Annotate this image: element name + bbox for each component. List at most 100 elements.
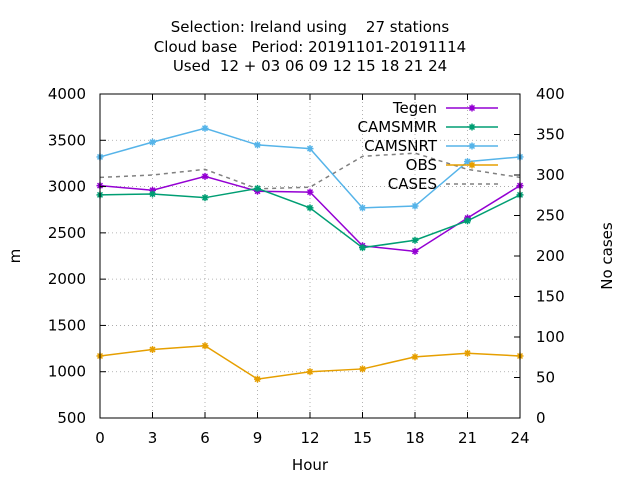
marker-dot bbox=[307, 146, 313, 151]
data-point-tegen bbox=[201, 172, 209, 180]
marker-dot bbox=[465, 351, 470, 356]
data-point-camsnrt bbox=[254, 141, 261, 149]
cases-series-layer bbox=[99, 152, 521, 190]
legend-marker-camsmmr bbox=[468, 123, 476, 131]
legend-marker-obs bbox=[468, 161, 476, 169]
data-point-camsmmr bbox=[201, 194, 209, 202]
data-point-camsnrt bbox=[306, 145, 314, 153]
legend-label-tegen: Tegen bbox=[392, 99, 437, 117]
marker-dot bbox=[412, 203, 418, 209]
data-point-obs bbox=[254, 375, 261, 383]
axes: 0 3 6 9 12 15 18 21 2450010001500200025003000350… bbox=[48, 85, 565, 447]
y-tick-label: 1500 bbox=[48, 316, 86, 334]
y-axis-label: m bbox=[6, 249, 24, 264]
title-line-2: Cloud base Period: 20191101-20191114 bbox=[154, 38, 466, 56]
marker-dot bbox=[412, 249, 418, 254]
marker-dot bbox=[255, 376, 260, 382]
marker-dot bbox=[469, 162, 475, 168]
marker-dot bbox=[307, 369, 313, 374]
x-tick-label: 9 bbox=[253, 429, 263, 447]
series-layer bbox=[96, 124, 524, 383]
legend-label-obs: OBS bbox=[406, 156, 437, 174]
legend-marker-camsnrt bbox=[468, 142, 476, 150]
marker-dot bbox=[469, 124, 475, 130]
x-tick-label: 21 bbox=[458, 429, 477, 447]
y-tick-label: 2000 bbox=[48, 270, 86, 288]
marker-dot bbox=[360, 245, 365, 250]
data-point-camsnrt bbox=[149, 138, 156, 146]
legend-label-camsnrt: CAMSNRT bbox=[364, 137, 438, 155]
series-line-cases bbox=[99, 152, 521, 190]
chart-title: Selection: Ireland using 27 stations Clo… bbox=[154, 18, 466, 75]
legend-marker-tegen bbox=[468, 104, 476, 112]
data-point-camsmmr bbox=[306, 204, 314, 212]
y-tick-label: 3000 bbox=[48, 178, 86, 196]
data-point-obs bbox=[306, 368, 314, 376]
marker-dot bbox=[465, 218, 470, 224]
y2-tick-label: 150 bbox=[536, 288, 565, 306]
legend-label-camsmmr: CAMSMMR bbox=[357, 118, 437, 136]
data-point-tegen bbox=[411, 247, 419, 255]
y-tick-label: 4000 bbox=[48, 85, 86, 103]
y-tick-label: 1000 bbox=[48, 363, 86, 381]
x-tick-label: 3 bbox=[148, 429, 158, 447]
marker-dot bbox=[412, 354, 418, 360]
marker-dot bbox=[412, 238, 418, 243]
x-tick-label: 6 bbox=[200, 429, 210, 447]
marker-dot bbox=[202, 126, 208, 131]
marker-dot bbox=[150, 139, 155, 145]
marker-dot bbox=[469, 143, 475, 149]
data-point-camsmmr bbox=[411, 236, 419, 244]
data-point-camsmmr bbox=[149, 190, 156, 198]
data-point-obs bbox=[464, 349, 471, 357]
marker-dot bbox=[202, 174, 208, 179]
x-tick-label: 24 bbox=[510, 429, 529, 447]
y2-tick-label: 0 bbox=[536, 409, 546, 427]
y2-axis-label: No cases bbox=[598, 222, 616, 290]
title-line-3: Used 12 + 03 06 09 12 15 18 21 24 bbox=[173, 57, 447, 75]
marker-dot bbox=[307, 205, 313, 211]
data-point-camsnrt bbox=[411, 202, 419, 210]
data-point-obs bbox=[411, 353, 419, 361]
marker-dot bbox=[360, 205, 365, 211]
marker-dot bbox=[255, 186, 260, 191]
data-point-obs bbox=[359, 365, 366, 373]
data-point-camsnrt bbox=[464, 158, 471, 166]
x-tick-label: 18 bbox=[405, 429, 424, 447]
data-point-tegen bbox=[306, 188, 314, 196]
marker-dot bbox=[150, 188, 155, 193]
marker-dot bbox=[360, 366, 365, 372]
marker-dot bbox=[150, 347, 155, 352]
y2-tick-label: 50 bbox=[536, 369, 555, 387]
title-line-1: Selection: Ireland using 27 stations bbox=[171, 18, 450, 36]
y-tick-label: 3500 bbox=[48, 131, 86, 149]
data-point-camsnrt bbox=[201, 124, 209, 132]
y2-tick-label: 250 bbox=[536, 207, 565, 225]
x-tick-label: 0 bbox=[95, 429, 105, 447]
data-point-camsmmr bbox=[464, 217, 471, 225]
legend-label-cases: CASES bbox=[388, 175, 437, 193]
data-point-camsnrt bbox=[359, 204, 366, 212]
data-point-camsmmr bbox=[254, 184, 261, 192]
marker-dot bbox=[150, 191, 155, 197]
y2-tick-label: 400 bbox=[536, 85, 565, 103]
series-line-tegen bbox=[99, 175, 521, 253]
y-tick-label: 500 bbox=[57, 409, 86, 427]
y2-tick-label: 100 bbox=[536, 328, 565, 346]
x-tick-label: 15 bbox=[353, 429, 372, 447]
data-point-obs bbox=[201, 342, 209, 350]
marker-dot bbox=[202, 343, 208, 348]
x-axis-label: Hour bbox=[292, 456, 329, 474]
y2-tick-label: 350 bbox=[536, 126, 565, 144]
y2-tick-label: 200 bbox=[536, 247, 565, 265]
data-point-obs bbox=[149, 345, 156, 353]
x-tick-label: 12 bbox=[300, 429, 319, 447]
y2-tick-label: 300 bbox=[536, 166, 565, 184]
marker-dot bbox=[202, 195, 208, 200]
y-tick-label: 2500 bbox=[48, 224, 86, 242]
marker-dot bbox=[255, 142, 260, 148]
marker-dot bbox=[307, 189, 313, 195]
marker-dot bbox=[465, 159, 470, 164]
